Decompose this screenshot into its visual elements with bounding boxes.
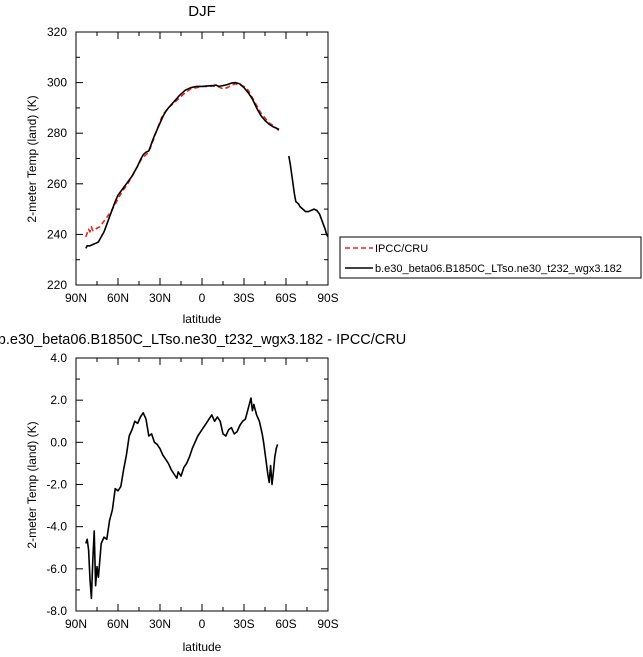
- y-tick-label: 2.0: [50, 393, 67, 407]
- x-tick-label: 30N: [149, 291, 171, 305]
- x-tick-label: 30N: [149, 617, 171, 631]
- y-tick-label: 240: [47, 227, 67, 241]
- y-tick-label: -2.0: [46, 478, 67, 492]
- x-tick-label: 0: [199, 291, 206, 305]
- y-tick-label: 300: [47, 76, 67, 90]
- y-tick-label: 4.0: [50, 351, 67, 365]
- x-axis-label: latitude: [183, 640, 222, 654]
- chart-bottom: b.e30_beta06.B1850C_LTso.ne30_t232_wgx3.…: [0, 332, 406, 654]
- y-tick-label: 280: [47, 126, 67, 140]
- legend: IPCC/CRU b.e30_beta06.B1850C_LTso.ne30_t…: [339, 236, 642, 279]
- y-tick-label: 220: [47, 278, 67, 292]
- series-line-0-segment-0: [85, 397, 279, 600]
- legend-box: [339, 236, 642, 279]
- y-tick-label: 260: [47, 177, 67, 191]
- legend-label-model: b.e30_beta06.B1850C_LTso.ne30_t232_wgx3.…: [375, 263, 622, 275]
- plot-frame: [75, 357, 329, 612]
- series-line-0-segment-0: [85, 83, 280, 238]
- chart-title: DJF: [188, 3, 216, 20]
- x-tick-label: 30S: [233, 617, 254, 631]
- y-axis-label: 2-meter Temp (land) (K): [25, 421, 39, 548]
- x-tick-label: 90S: [317, 617, 338, 631]
- y-tick-label: 320: [47, 25, 67, 39]
- x-tick-label: 90S: [317, 291, 338, 305]
- x-tick-label: 90N: [65, 291, 87, 305]
- chart-title: b.e30_beta06.B1850C_LTso.ne30_t232_wgx3.…: [0, 332, 406, 348]
- x-tick-label: 60S: [275, 617, 296, 631]
- x-axis-label: latitude: [183, 312, 222, 326]
- y-tick-label: 0.0: [50, 435, 67, 449]
- series-lines: [85, 81, 329, 249]
- x-tick-label: 90N: [65, 617, 87, 631]
- y-axis-label: 2-meter Temp (land) (K): [25, 95, 39, 222]
- x-tick-label: 30S: [233, 291, 254, 305]
- series-lines: [85, 397, 279, 600]
- series-line-1-segment-0: [85, 81, 280, 249]
- axis-ticks: 90N 60N 30N 0 30S 60S 90S 220 240 260 280 300 320: [47, 25, 339, 305]
- legend-label-ipcc: IPCC/CRU: [375, 243, 428, 255]
- x-tick-label: 60S: [275, 291, 296, 305]
- y-tick-label: -4.0: [46, 520, 67, 534]
- x-tick-label: 0: [199, 617, 206, 631]
- plot-frame: [75, 31, 329, 286]
- x-tick-label: 60N: [107, 617, 129, 631]
- x-tick-label: 60N: [107, 291, 129, 305]
- y-tick-label: -8.0: [46, 604, 67, 618]
- axis-ticks: 90N 60N 30N 0 30S 60S 90S -8.0 -6.0 -4.0 -2.0 0.0 2.…: [46, 351, 338, 631]
- series-line-1-segment-1: [288, 155, 329, 238]
- chart-top: DJF 2-meter Temp (land) (K) latitude 90N…: [25, 3, 339, 326]
- y-tick-label: -6.0: [46, 562, 67, 576]
